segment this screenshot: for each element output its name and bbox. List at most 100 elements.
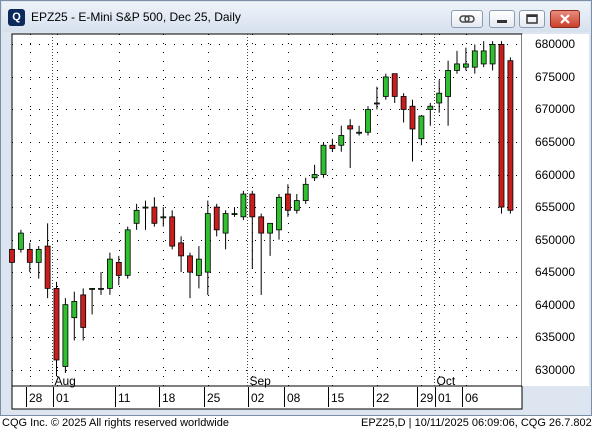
chain-link-icon bbox=[459, 15, 475, 23]
candle-body bbox=[249, 193, 256, 218]
candle bbox=[26, 242, 33, 273]
candle bbox=[195, 246, 202, 289]
candle bbox=[347, 119, 354, 169]
candle-body bbox=[356, 131, 363, 134]
candle-body bbox=[160, 216, 167, 219]
candle-body bbox=[258, 216, 265, 234]
link-button[interactable] bbox=[451, 10, 483, 28]
candle bbox=[62, 298, 69, 373]
candle-body bbox=[204, 213, 211, 273]
candle bbox=[204, 200, 211, 295]
x-tick-label: 28 bbox=[29, 391, 43, 405]
x-tick-label: 01 bbox=[56, 391, 70, 405]
y-tick-label: 635000 bbox=[535, 330, 575, 344]
y-tick-label: 670000 bbox=[535, 102, 575, 116]
candle-body bbox=[409, 105, 416, 130]
candle bbox=[71, 291, 78, 341]
title-bar[interactable]: Q EPZ25 - E-Mini S&P 500, Dec 25, Daily bbox=[2, 2, 590, 32]
y-tick-label: 630000 bbox=[535, 363, 575, 377]
minimize-button[interactable] bbox=[489, 10, 515, 28]
candle bbox=[302, 177, 309, 204]
candle-body bbox=[89, 288, 95, 290]
candle bbox=[44, 223, 51, 299]
candle bbox=[53, 281, 60, 377]
month-label: Oct bbox=[437, 374, 456, 388]
candle-body bbox=[471, 50, 478, 68]
y-tick-label: 650000 bbox=[535, 233, 575, 247]
candle bbox=[17, 229, 24, 253]
candle bbox=[169, 210, 176, 250]
candle bbox=[231, 207, 238, 217]
x-tick-label: 08 bbox=[287, 391, 301, 405]
minimize-icon bbox=[497, 20, 507, 23]
candle-body bbox=[276, 196, 282, 231]
candle-body bbox=[462, 63, 469, 68]
candle-body bbox=[302, 183, 309, 201]
candle-body bbox=[311, 174, 318, 179]
chart-window: Q EPZ25 - E-Mini S&P 500, Dec 25, Daily bbox=[0, 0, 592, 416]
x-tick-label: 22 bbox=[376, 391, 390, 405]
price-chart[interactable]: Aug Sep Oct 630000 635000 640000 645000 650000… bbox=[1, 1, 591, 415]
candle bbox=[320, 142, 327, 178]
candle-body bbox=[17, 232, 24, 250]
candle bbox=[480, 41, 487, 68]
y-tick-label: 680000 bbox=[535, 37, 575, 51]
candle-body bbox=[44, 245, 51, 289]
candle bbox=[160, 207, 167, 227]
candle bbox=[249, 190, 256, 269]
candle-body bbox=[187, 255, 193, 273]
candle bbox=[436, 80, 443, 113]
candle bbox=[178, 236, 185, 273]
candle-body bbox=[284, 193, 291, 211]
y-tick-label: 640000 bbox=[535, 298, 575, 312]
candle-body bbox=[26, 248, 33, 263]
candle-body bbox=[427, 105, 434, 110]
candle bbox=[133, 203, 140, 230]
candle bbox=[35, 246, 42, 279]
x-tick-label: 11 bbox=[118, 391, 131, 405]
close-button[interactable] bbox=[550, 10, 580, 28]
candle-body bbox=[98, 288, 104, 290]
candle bbox=[356, 125, 363, 136]
candle bbox=[293, 194, 300, 214]
candle bbox=[489, 41, 496, 71]
candle bbox=[418, 115, 425, 146]
status-text: EPZ25,D | 10/11/2025 06:09:06, CQG 26.7.… bbox=[361, 417, 592, 429]
x-tick-label: 02 bbox=[251, 391, 265, 405]
candle-body bbox=[71, 301, 78, 319]
candle bbox=[107, 252, 113, 295]
candle-body bbox=[62, 304, 69, 367]
candle-body bbox=[489, 44, 496, 65]
candle-body bbox=[124, 229, 131, 276]
candle bbox=[187, 252, 193, 299]
candle bbox=[222, 210, 229, 250]
candle bbox=[124, 226, 131, 279]
y-axis-strip bbox=[522, 34, 589, 386]
candle-body bbox=[151, 206, 158, 224]
candle-body bbox=[338, 135, 345, 146]
y-axis-labels: 630000 635000 640000 645000 650000 655000 6600… bbox=[535, 37, 575, 377]
candle bbox=[382, 73, 389, 100]
candle bbox=[507, 57, 514, 214]
candle bbox=[462, 47, 469, 71]
candle bbox=[409, 99, 416, 162]
y-tick-label: 645000 bbox=[535, 265, 575, 279]
y-tick-label: 660000 bbox=[535, 168, 575, 182]
maximize-button[interactable] bbox=[519, 10, 545, 28]
x-axis-strip bbox=[11, 385, 523, 410]
candle-body bbox=[400, 96, 407, 110]
candle bbox=[9, 236, 15, 273]
candle bbox=[498, 41, 505, 214]
candle-body bbox=[222, 213, 229, 234]
cqg-logo-icon: Q bbox=[8, 9, 25, 26]
candle bbox=[284, 184, 291, 217]
candle bbox=[471, 44, 478, 74]
x-tick-label: 18 bbox=[162, 391, 176, 405]
candle-body bbox=[178, 242, 185, 257]
candle bbox=[311, 164, 318, 182]
candle-body bbox=[391, 73, 398, 97]
x-tick-label: 25 bbox=[207, 391, 221, 405]
candle-body bbox=[347, 125, 354, 130]
candle-body bbox=[418, 115, 425, 140]
candle bbox=[365, 106, 371, 136]
